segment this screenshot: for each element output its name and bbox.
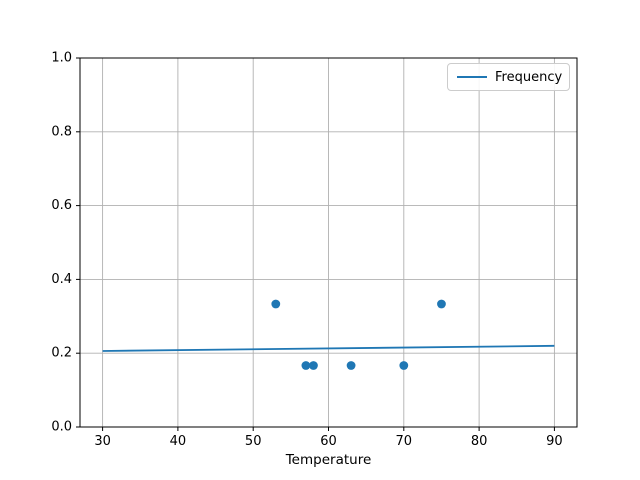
scatter-point xyxy=(271,299,281,309)
frequency-trend-line xyxy=(102,344,555,352)
x-axis-label: Temperature xyxy=(285,452,372,468)
legend-line-sample xyxy=(457,76,487,78)
y-tick-label: 0.0 xyxy=(51,420,72,435)
scatter-point xyxy=(309,361,318,370)
x-tick-label: 40 xyxy=(170,434,187,449)
x-tick-label: 80 xyxy=(471,434,488,449)
scatter-point xyxy=(437,299,446,309)
scatter-point xyxy=(301,361,311,370)
y-tick-label: 0.4 xyxy=(51,272,72,287)
x-tick-label: 60 xyxy=(320,434,337,449)
x-tick-label: 50 xyxy=(245,434,262,449)
scatter-point xyxy=(399,361,409,370)
y-tick-label: 0.6 xyxy=(51,198,72,213)
y-tick-label: 1.0 xyxy=(51,51,72,66)
legend-box: Frequency xyxy=(447,63,570,91)
x-tick-label: 90 xyxy=(546,434,563,449)
x-tick-label: 70 xyxy=(396,434,413,449)
x-tick-label: 30 xyxy=(94,434,111,449)
scatter-point xyxy=(346,361,356,370)
legend-entry-label: Frequency xyxy=(495,69,563,85)
y-tick-label: 0.2 xyxy=(51,346,72,361)
y-tick-label: 0.8 xyxy=(51,124,72,139)
